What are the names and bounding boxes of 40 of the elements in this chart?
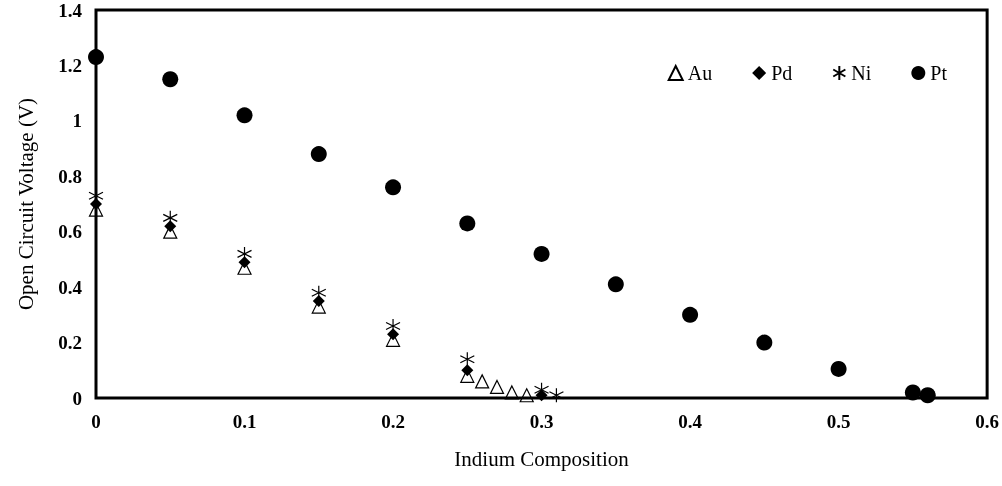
legend-label: Pt — [930, 62, 948, 84]
y-tick-label: 1.2 — [58, 54, 82, 76]
legend-label: Pd — [771, 62, 793, 84]
y-tick-label: 0.2 — [58, 332, 82, 354]
point — [88, 49, 104, 66]
point — [459, 351, 475, 367]
y-tick-label: 0.8 — [58, 165, 82, 187]
x-axis-title: Indium Composition — [454, 446, 630, 471]
point — [459, 215, 476, 232]
point — [919, 387, 936, 404]
x-tick-label: 0.3 — [529, 411, 554, 432]
point — [519, 388, 534, 403]
point — [489, 379, 505, 395]
point — [236, 107, 253, 124]
point — [904, 384, 921, 401]
y-axis-title: Open Circuit Voltage (V) — [13, 97, 38, 311]
legend-label: Au — [687, 62, 713, 84]
y-tick-label: 1.4 — [58, 0, 83, 21]
point — [548, 387, 565, 403]
x-tick-label: 0.4 — [678, 411, 703, 432]
x-tick-label: 0.1 — [232, 411, 257, 432]
point — [385, 179, 402, 196]
x-tick-label: 0 — [91, 411, 101, 432]
point — [682, 306, 699, 323]
point — [756, 334, 773, 351]
point — [504, 385, 519, 400]
point — [607, 276, 624, 293]
point — [475, 374, 490, 389]
legend-label: Ni — [851, 62, 872, 84]
x-tick-label: 0.6 — [975, 411, 999, 432]
y-tick-label: 0.6 — [58, 221, 82, 243]
y-tick-label: 0 — [72, 387, 82, 409]
point — [830, 360, 847, 377]
point — [310, 146, 327, 163]
y-tick-label: 0.4 — [58, 276, 83, 298]
point — [533, 245, 550, 262]
y-tick-label: 1 — [72, 110, 82, 132]
x-tick-label: 0.2 — [381, 411, 405, 432]
point — [162, 71, 179, 88]
x-tick-label: 0.5 — [826, 411, 851, 432]
